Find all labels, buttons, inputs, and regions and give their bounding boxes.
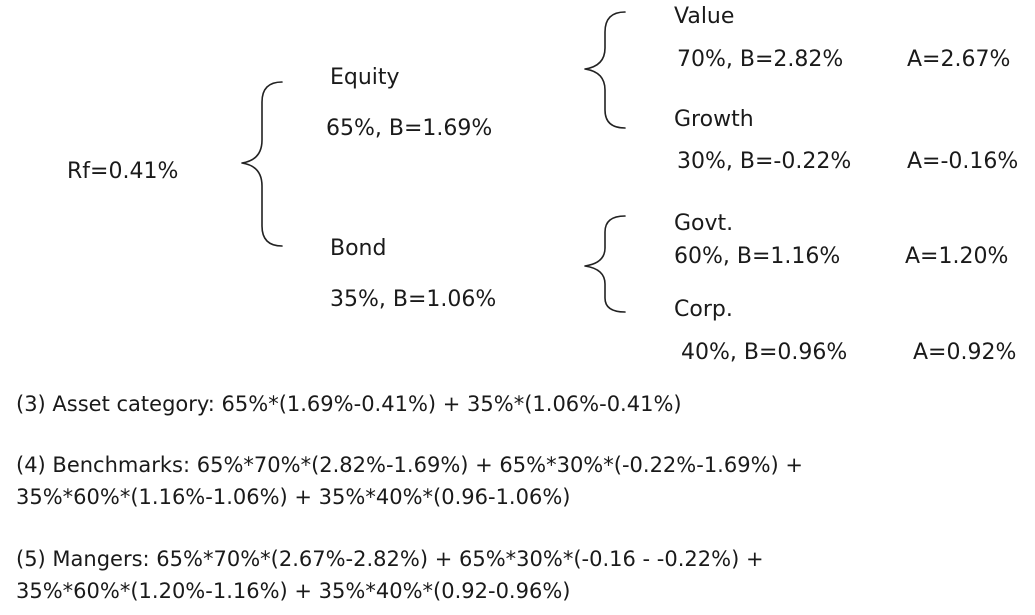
managers-formula-line2: 35%*60%*(1.20%-1.16%) + 35%*40%*(0.92-0.…	[16, 579, 571, 603]
bond-brace	[584, 215, 626, 313]
govt-active: A=1.20%	[905, 244, 1009, 269]
corp-active: A=0.92%	[913, 340, 1017, 365]
corp-title: Corp.	[674, 297, 733, 322]
managers-formula-line1: (5) Mangers: 65%*70%*(2.67%-2.82%) + 65%…	[16, 547, 764, 571]
corp-stats: 40%, B=0.96%	[681, 340, 848, 365]
bond-title: Bond	[330, 236, 387, 261]
growth-stats: 30%, B=-0.22%	[677, 149, 852, 174]
asset-category-formula: (3) Asset category: 65%*(1.69%-0.41%) + …	[16, 392, 682, 416]
risk-free-rate-label: Rf=0.41%	[67, 159, 179, 184]
equity-brace	[584, 11, 626, 129]
equity-stats: 65%, B=1.69%	[326, 116, 493, 141]
value-active: A=2.67%	[907, 47, 1011, 72]
root-brace	[241, 81, 283, 247]
benchmarks-formula-line1: (4) Benchmarks: 65%*70%*(2.82%-1.69%) + …	[16, 453, 803, 477]
growth-active: A=-0.16%	[907, 149, 1019, 174]
equity-title: Equity	[330, 65, 400, 90]
value-stats: 70%, B=2.82%	[677, 47, 844, 72]
growth-title: Growth	[674, 107, 754, 132]
govt-stats: 60%, B=1.16%	[674, 244, 841, 269]
bond-stats: 35%, B=1.06%	[330, 287, 497, 312]
benchmarks-formula-line2: 35%*60%*(1.16%-1.06%) + 35%*40%*(0.96-1.…	[16, 485, 571, 509]
govt-title: Govt.	[674, 211, 734, 236]
value-title: Value	[674, 4, 735, 29]
